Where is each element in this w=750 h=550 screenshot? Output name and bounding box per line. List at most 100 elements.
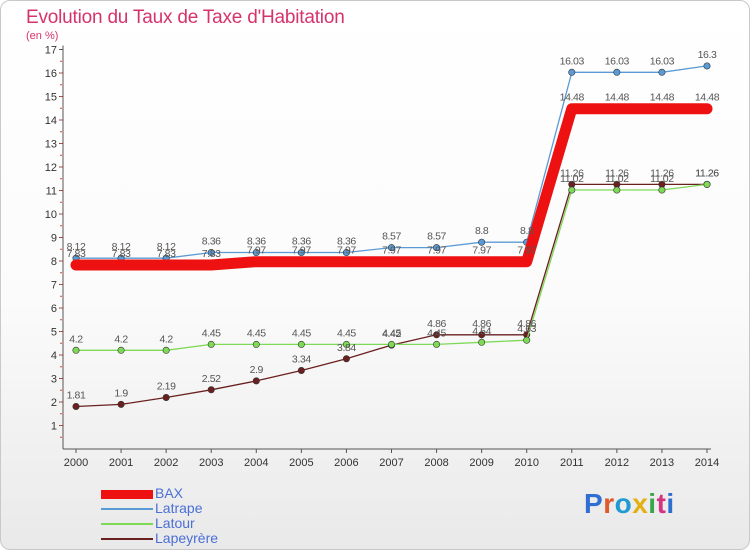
data-label: 11.26 (650, 167, 674, 179)
data-label: 8.57 (427, 231, 446, 243)
y-grid-dot (60, 378, 62, 379)
y-grid-dot (60, 413, 62, 415)
data-point (568, 68, 576, 76)
data-point (73, 261, 79, 268)
data-label: 4.45 (202, 327, 221, 339)
legend-item: Latrape (101, 501, 361, 516)
data-point (342, 340, 350, 348)
data-point (703, 180, 711, 188)
data-label: 16.3 (698, 49, 717, 61)
data-point (207, 386, 215, 394)
x-tick-label: 2007 (379, 457, 403, 469)
data-point (297, 340, 305, 348)
data-point (523, 336, 531, 344)
legend-label: Latour (155, 515, 195, 531)
data-point (388, 258, 395, 265)
y-tick-label: 2 (51, 397, 57, 409)
data-label: 4.42 (382, 328, 401, 340)
data-label: 11.02 (605, 173, 629, 185)
data-point (387, 244, 395, 252)
data-point (568, 105, 575, 112)
data-label: 11.26 (560, 167, 584, 179)
legend-swatch (101, 508, 153, 510)
data-point (703, 62, 711, 70)
data-label: 7.83 (112, 248, 131, 260)
data-point (163, 261, 170, 268)
data-label: 1.9 (114, 387, 128, 399)
y-tick-label: 10 (45, 209, 57, 221)
data-label: 4.86 (517, 318, 536, 330)
y-grid-dot (60, 248, 62, 250)
data-label: 8.36 (337, 236, 356, 248)
x-tick-label: 2012 (605, 457, 629, 469)
data-label: 11.26 (605, 167, 629, 179)
data-label: 14.48 (650, 92, 675, 104)
y-grid-dot (60, 366, 62, 368)
series-line-lapeyrère (75, 183, 708, 408)
data-point (252, 377, 260, 385)
data-label: 8.12 (67, 241, 86, 253)
data-label: 7.83 (202, 248, 221, 260)
y-tick-label: 4 (51, 350, 57, 362)
y-grid-dot (60, 319, 62, 321)
data-point (297, 249, 305, 257)
series-lines (70, 62, 713, 410)
data-label: 14.48 (695, 92, 720, 104)
y-tick-label: 17 (45, 45, 57, 57)
y-tick-label: 16 (45, 68, 57, 80)
y-grid-dot (60, 401, 62, 403)
data-label: 4.45 (427, 327, 446, 339)
data-point (252, 340, 260, 348)
data-point (387, 340, 395, 348)
legend: BAX Latrape Latour Lapeyrère (101, 486, 361, 546)
y-grid-dot (60, 84, 62, 86)
data-label: 4.86 (472, 318, 491, 330)
data-point (162, 394, 170, 402)
data-point (342, 355, 350, 363)
data-label: 11.02 (650, 173, 674, 185)
data-label: 7.97 (472, 245, 491, 257)
x-tick-label: 2005 (289, 457, 313, 469)
data-label: 7.83 (67, 248, 86, 260)
legend-item: Lapeyrère (101, 531, 361, 546)
x-tick-label: 2000 (64, 457, 88, 469)
data-point (478, 331, 486, 339)
data-point (342, 249, 350, 257)
y-tick-label: 15 (45, 92, 57, 104)
legend-item: Latour (101, 516, 361, 531)
y-tick-label: 5 (51, 327, 57, 339)
data-label: 7.97 (247, 245, 266, 257)
data-label: 4.54 (472, 325, 491, 337)
chart-subtitle: (en %) (26, 30, 59, 42)
data-label: 4.86 (427, 318, 446, 330)
legend-swatch (101, 538, 153, 540)
x-tick-label: 2008 (424, 457, 448, 469)
y-grid-dot (60, 72, 62, 74)
data-label: 7.83 (157, 248, 176, 260)
data-point (658, 68, 666, 76)
y-grid-dot (60, 201, 62, 203)
y-grid-dot (60, 425, 62, 426)
data-point (433, 331, 441, 339)
data-point (208, 261, 215, 268)
data-label: 3.34 (292, 354, 311, 366)
legend-swatch (101, 489, 153, 499)
y-grid-dot (60, 143, 62, 144)
data-label: 2.9 (250, 364, 264, 376)
data-point (658, 105, 665, 112)
data-point (613, 186, 621, 194)
y-grid-dot (60, 190, 62, 191)
y-tick-label: 8 (51, 256, 57, 268)
data-point (343, 258, 350, 265)
data-label: 4.2 (114, 333, 128, 345)
proxiti-logo: Proxiti (584, 488, 675, 519)
data-point (433, 340, 441, 348)
data-point (207, 249, 215, 257)
data-label: 4.63 (517, 323, 536, 335)
data-label: 11.26 (695, 167, 719, 179)
data-label: 7.97 (382, 245, 401, 257)
y-grid-dot (60, 154, 62, 156)
y-grid-dot (60, 342, 62, 344)
